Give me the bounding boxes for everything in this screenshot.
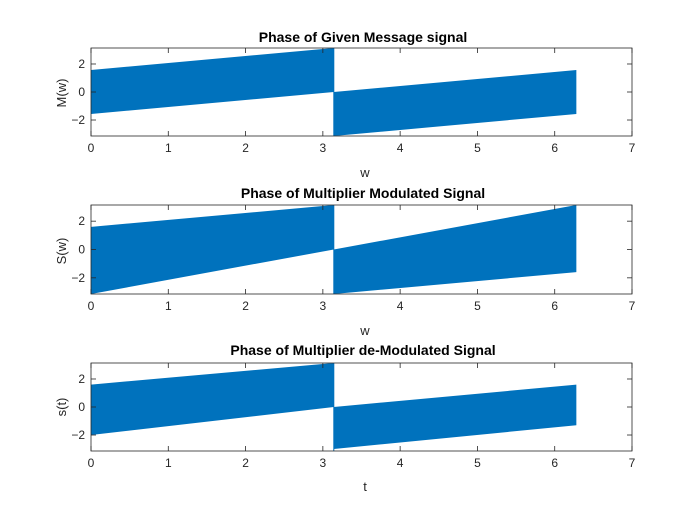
subplot-2-data xyxy=(91,205,577,294)
subplot-3-data xyxy=(91,363,577,451)
subplot-1-title: Phase of Given Message signal xyxy=(259,29,468,45)
x-tick-label: 1 xyxy=(165,141,172,155)
subplot-3-xlabel: t xyxy=(363,479,367,494)
x-tick-label: 2 xyxy=(242,456,249,470)
subplot-3-ticks: 0 1 2 3 4 5 6 7−202 xyxy=(71,363,636,470)
y-tick-label: 0 xyxy=(78,243,85,257)
subplot-3-band-2 xyxy=(333,384,577,450)
y-tick-label: 2 xyxy=(78,57,85,71)
subplot-3: Phase of Multiplier de-Modulated Signal … xyxy=(54,342,636,494)
subplot-1-ylabel: M(w) xyxy=(54,79,69,108)
x-tick-label: 4 xyxy=(397,141,404,155)
subplot-1-xlabel: w xyxy=(359,165,370,180)
x-tick-label: 1 xyxy=(165,299,172,313)
subplot-1-band-1 xyxy=(91,48,334,114)
x-tick-label: 2 xyxy=(242,299,249,313)
subplot-2-band-2 xyxy=(333,205,577,294)
x-tick-label: 6 xyxy=(551,141,558,155)
x-tick-label: 1 xyxy=(165,456,172,470)
x-tick-label: 7 xyxy=(629,299,636,313)
x-tick-label: 7 xyxy=(629,141,636,155)
x-tick-label: 6 xyxy=(551,299,558,313)
y-tick-label: 2 xyxy=(78,372,85,386)
x-tick-label: 0 xyxy=(88,141,95,155)
subplot-1: Phase of Given Message signal w M(w) 0 1 2… xyxy=(54,29,636,180)
y-tick-label: 0 xyxy=(78,85,85,99)
y-tick-label: −2 xyxy=(71,428,85,442)
subplot-1-data xyxy=(91,48,577,136)
subplot-3-title: Phase of Multiplier de-Modulated Signal xyxy=(230,342,495,358)
subplot-1-band-2 xyxy=(333,70,577,136)
x-tick-label: 5 xyxy=(474,299,481,313)
subplot-1-ticks: 0 1 2 3 4 5 6 7−202 xyxy=(71,48,636,155)
x-tick-label: 7 xyxy=(629,456,636,470)
x-tick-label: 3 xyxy=(320,456,327,470)
x-tick-label: 3 xyxy=(320,141,327,155)
subplot-3-ylabel: s(t) xyxy=(54,398,69,417)
subplot-2-band-1 xyxy=(91,205,334,294)
x-tick-label: 3 xyxy=(320,299,327,313)
subplot-2-title: Phase of Multiplier Modulated Signal xyxy=(241,185,485,201)
y-tick-label: −2 xyxy=(71,271,85,285)
subplot-2-ylabel: S(w) xyxy=(54,238,69,265)
x-tick-label: 4 xyxy=(397,299,404,313)
x-tick-label: 0 xyxy=(88,299,95,313)
x-tick-label: 5 xyxy=(474,141,481,155)
y-tick-label: 0 xyxy=(78,400,85,414)
subplot-2-ticks: 0 1 2 3 4 5 6 7−202 xyxy=(71,205,636,313)
x-tick-label: 5 xyxy=(474,456,481,470)
x-tick-label: 4 xyxy=(397,456,404,470)
subplot-2: Phase of Multiplier Modulated Signal w S… xyxy=(54,185,636,338)
subplot-3-band-1 xyxy=(91,363,334,436)
x-tick-label: 2 xyxy=(242,141,249,155)
y-tick-label: 2 xyxy=(78,214,85,228)
x-tick-label: 6 xyxy=(551,456,558,470)
x-tick-label: 0 xyxy=(88,456,95,470)
subplot-2-xlabel: w xyxy=(359,323,370,338)
y-tick-label: −2 xyxy=(71,113,85,127)
